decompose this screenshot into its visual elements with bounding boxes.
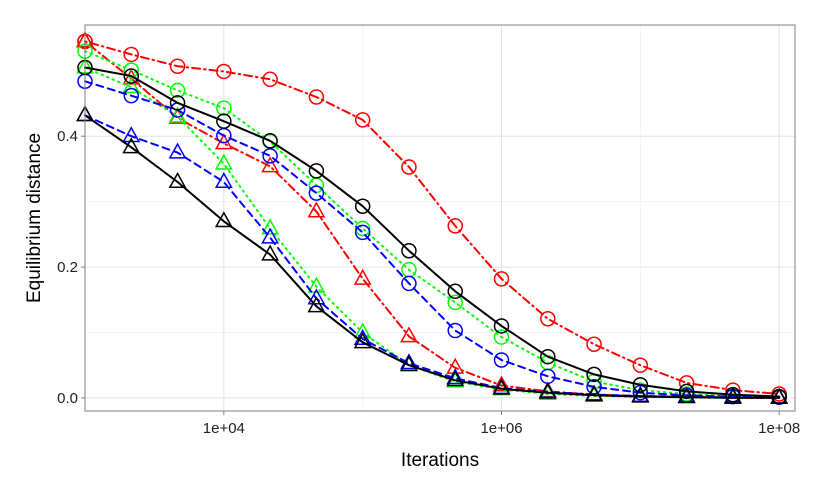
data-point-triangle [770,387,789,404]
y-tick-label: 0.0 [57,390,78,407]
data-point-circle [354,224,371,241]
data-point-triangle [122,68,141,85]
data-point-circle [632,357,649,373]
data-point-triangle [585,385,603,402]
panel-background [85,25,795,411]
data-point-circle [216,63,232,80]
axes: 1e+04 1e+06 1e+08 0.0 0.2 0.4 [57,128,800,437]
series-1-line [84,40,781,395]
data-point-circle [401,242,417,259]
data-point-circle [169,82,186,99]
data-point-circle [725,386,741,403]
data-point-triangle [631,386,650,403]
data-point-triangle [400,355,418,372]
data-point-circle [401,275,417,292]
data-point-triangle [307,201,326,218]
data-point-circle [493,329,510,345]
data-point-circle [632,377,649,393]
data-point-circle [308,89,325,105]
data-point-triangle [261,218,280,235]
series-4-line [84,66,781,399]
data-point-triangle [122,137,141,154]
series-5-line [84,80,781,399]
data-point-circle [308,185,325,201]
data-point-circle [354,198,371,214]
grid [85,25,795,411]
data-point-circle [540,311,556,327]
data-point-circle [308,163,325,179]
panel-border [84,24,796,412]
data-point-circle [354,112,371,128]
data-point-triangle [214,171,233,189]
data-point-triangle [677,387,696,404]
data-point-circle [123,46,140,63]
data-point-triangle [492,375,511,392]
data-point-triangle [446,368,465,385]
data-point-triangle [446,370,465,387]
data-point-triangle [353,268,372,285]
data-point-triangle [538,382,557,399]
data-point-circle [401,159,417,175]
data-point-circle [447,294,463,311]
series-7 [77,59,787,405]
data-point-triangle [168,171,187,189]
data-point-circle [493,318,510,334]
data-point-triangle [168,142,187,159]
data-point-triangle [400,353,418,370]
data-point-circle [123,87,140,104]
data-point-circle [493,352,510,368]
data-point-circle [586,366,602,383]
x-tick-label: 1e+04 [203,420,245,437]
data-point-triangle [122,126,141,143]
series-layer [76,31,789,406]
data-point-triangle [122,77,141,94]
data-point-triangle [353,328,372,346]
series-8 [76,105,789,404]
data-point-triangle [307,276,326,293]
data-point-circle [447,322,463,339]
data-point-circle [493,271,510,287]
data-point-circle [447,283,463,300]
y-axis-title: Equilibrium distance [24,133,45,303]
data-point-circle [262,148,278,164]
data-point-circle [678,383,695,400]
data-point-circle [586,336,602,353]
series-8-line [84,114,781,399]
data-point-triangle [353,332,372,349]
data-point-triangle [307,296,326,313]
data-point-circle [540,348,556,365]
data-point-circle [354,220,371,237]
data-point-triangle [492,378,511,395]
data-point-circle [262,71,278,88]
data-point-triangle [261,156,280,173]
data-point-circle [216,113,232,129]
x-axis-title: Iterations [401,450,479,471]
data-point-triangle [400,326,418,343]
x-tick-label: 1e+06 [480,420,522,437]
data-point-triangle [214,153,233,170]
x-tick-label: 1e+08 [758,420,800,437]
data-point-triangle [261,227,280,244]
data-point-triangle [307,288,326,305]
series-7-line [84,66,781,398]
data-point-circle [447,218,463,234]
data-point-circle [262,133,278,149]
data-point-circle [169,95,186,111]
y-tick-label: 0.2 [57,259,78,276]
data-point-triangle [261,244,280,261]
y-tick-label: 0.4 [57,128,78,145]
data-point-triangle [214,211,233,228]
data-point-circle [216,100,232,116]
series-3-line [84,50,781,398]
data-point-triangle [723,387,742,404]
data-point-circle [123,68,140,84]
data-point-circle [169,58,186,74]
data-point-triangle [168,106,187,123]
